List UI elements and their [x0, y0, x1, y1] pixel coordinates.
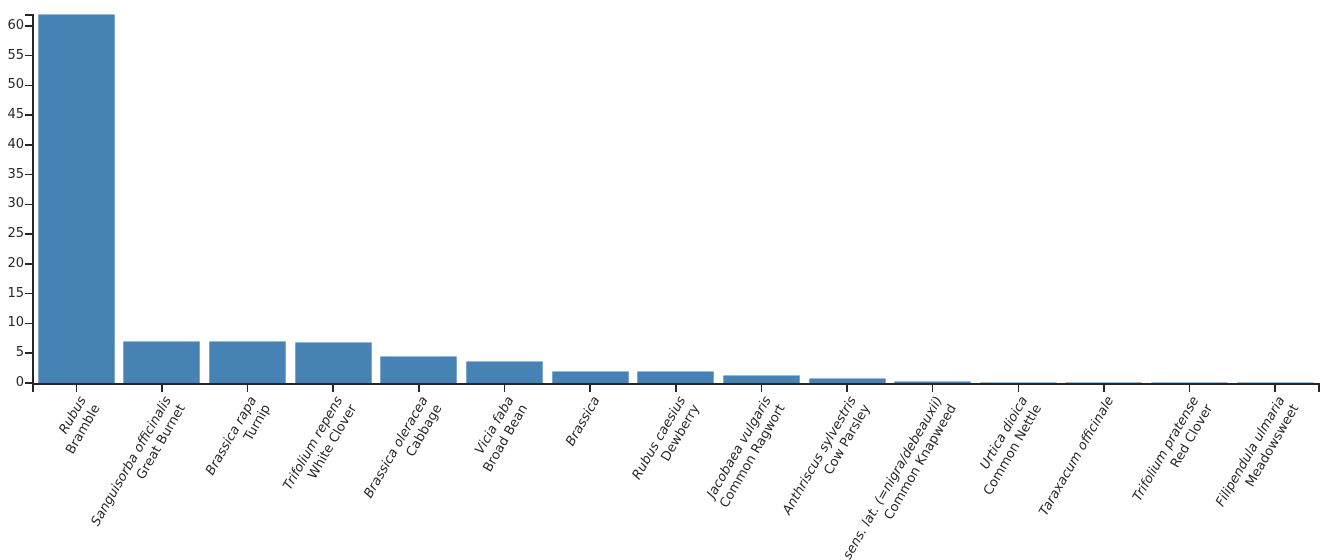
y-axis-spine — [32, 14, 34, 385]
x-tick — [503, 384, 506, 392]
bar — [894, 380, 972, 383]
y-tick — [25, 292, 32, 295]
x-tick — [246, 384, 249, 392]
y-tick-label: 30 — [7, 196, 24, 212]
bar — [123, 340, 201, 383]
latin-name: Brassica — [562, 393, 604, 449]
y-tick-label: 10 — [7, 315, 24, 331]
y-tick-label: 0 — [15, 375, 24, 390]
y-tick — [25, 114, 32, 116]
y-tick-label: 45 — [7, 107, 24, 123]
x-category-label: Sanguisorba officinalis Great Burnet — [89, 394, 190, 537]
bar — [37, 14, 115, 383]
y-tick — [25, 352, 32, 354]
bar — [1151, 382, 1229, 383]
y-tick-label: 5 — [15, 345, 24, 361]
x-category-label: Jacobaea vulgaris Common Ragwort — [703, 394, 789, 511]
x-category-label: Trifolium repens White Clover — [281, 394, 361, 501]
bar — [637, 370, 715, 383]
x-tick — [931, 384, 934, 392]
x-category-label: Brassica rapa Turnip — [204, 394, 276, 486]
x-category-label: Brassica — [563, 394, 604, 449]
latin-name: Taraxacum officinale — [1036, 393, 1117, 519]
y-tick — [25, 233, 32, 235]
y-tick-label: 55 — [7, 47, 24, 63]
y-tick-label: 50 — [7, 77, 24, 93]
y-tick-label: 25 — [7, 226, 24, 242]
x-tick — [418, 384, 420, 392]
y-tick — [25, 173, 32, 176]
y-axis-endcap-tick — [25, 14, 32, 16]
x-category-label: Urtica dioica Common Nettle — [967, 394, 1046, 499]
x-tick — [75, 384, 78, 392]
x-axis-endcap-tick-left — [32, 384, 34, 392]
x-tick — [846, 384, 848, 392]
x-tick — [1017, 384, 1020, 392]
y-tick-label: 15 — [7, 285, 24, 301]
y-tick-label: 20 — [7, 255, 24, 271]
bar — [979, 381, 1057, 383]
bar — [551, 370, 629, 383]
y-tick-label: 35 — [7, 166, 24, 182]
x-category-label: Vicia faba Broad Bean — [467, 394, 532, 475]
x-category-label: Taraxacum officinale — [1036, 394, 1117, 519]
x-tick — [1188, 384, 1191, 392]
x-category-label: Rubus caesius Dewberry — [629, 394, 703, 491]
bar — [1236, 382, 1314, 383]
x-tick — [332, 384, 334, 392]
y-tick — [25, 263, 32, 265]
x-category-label: Filipendula ulmaria Meadowsweet — [1213, 394, 1303, 518]
bar — [1065, 381, 1143, 383]
x-category-label: Trifolium pratense Red Clover — [1130, 394, 1217, 513]
bar — [722, 375, 800, 383]
x-category-label: Anthriscus sylvestris Cow Parsley — [780, 394, 875, 526]
y-tick — [25, 25, 32, 27]
bar — [294, 341, 372, 383]
x-tick — [161, 384, 163, 392]
x-axis-spine — [32, 383, 1320, 385]
x-tick — [760, 384, 763, 392]
x-tick — [589, 384, 591, 392]
y-tick-label: 40 — [7, 136, 24, 152]
y-tick — [25, 54, 32, 57]
bar — [808, 377, 886, 383]
y-tick-label: 60 — [7, 17, 24, 33]
y-tick — [25, 382, 32, 384]
x-category-label: Brassica oleracea Cabbage — [362, 394, 447, 509]
y-tick — [25, 84, 32, 87]
x-tick — [675, 384, 677, 392]
y-tick — [25, 203, 32, 206]
bar — [380, 355, 458, 383]
x-tick — [1274, 384, 1276, 392]
y-tick — [25, 144, 32, 146]
bar — [209, 340, 287, 383]
x-tick — [1103, 384, 1105, 392]
y-tick — [25, 322, 32, 325]
bar — [465, 360, 543, 383]
x-category-label: Rubus Bramble — [49, 394, 104, 457]
x-axis-endcap-tick-right — [1318, 384, 1320, 392]
